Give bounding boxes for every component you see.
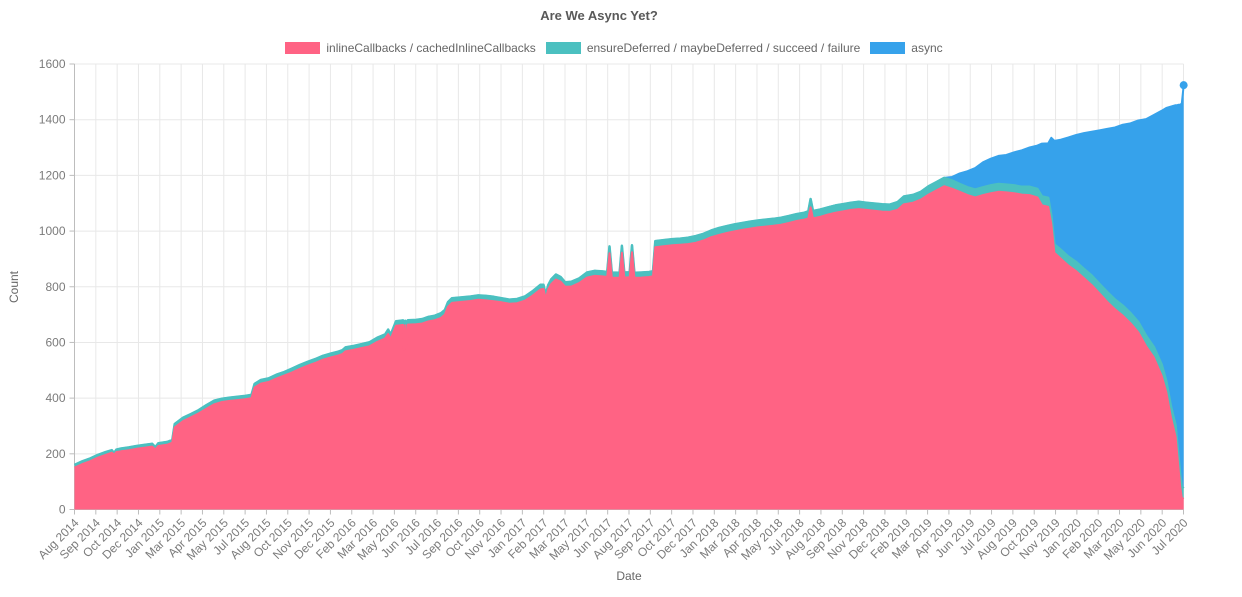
legend-item-2[interactable]: ensureDeferred / maybeDeferred / succeed… xyxy=(545,41,861,55)
y-tick-label: 400 xyxy=(45,391,65,405)
end-point-marker xyxy=(1179,81,1188,90)
line-inlinecallbacks xyxy=(74,185,1185,500)
x-axis-title: Date xyxy=(616,569,642,583)
y-tick-label: 1000 xyxy=(39,224,66,238)
legend-swatch-icon xyxy=(285,42,321,54)
area-inlinecallbacks xyxy=(74,186,1184,510)
legend-swatch-icon xyxy=(545,42,581,54)
legend-item-label: ensureDeferred / maybeDeferred / succeed… xyxy=(586,41,861,55)
legend-swatch-icon xyxy=(870,42,906,54)
y-tick-label: 600 xyxy=(45,335,65,349)
chart-title: Are We Async Yet? xyxy=(540,8,658,23)
y-tick-label: 1200 xyxy=(39,168,66,182)
chart-legend: inlineCallbacks / cachedInlineCallbacks e… xyxy=(0,41,1228,55)
legend-item-label: inlineCallbacks / cachedInlineCallbacks xyxy=(326,41,536,55)
y-tick-label: 800 xyxy=(45,280,65,294)
y-tick-label: 0 xyxy=(59,503,66,517)
y-tick-label: 1600 xyxy=(39,57,66,71)
y-tick-label: 1400 xyxy=(39,113,66,127)
legend-item-1[interactable]: inlineCallbacks / cachedInlineCallbacks xyxy=(285,41,536,55)
legend-item-3[interactable]: async xyxy=(870,41,943,55)
legend-item-label: async xyxy=(911,41,943,55)
y-tick-label: 200 xyxy=(45,447,65,461)
